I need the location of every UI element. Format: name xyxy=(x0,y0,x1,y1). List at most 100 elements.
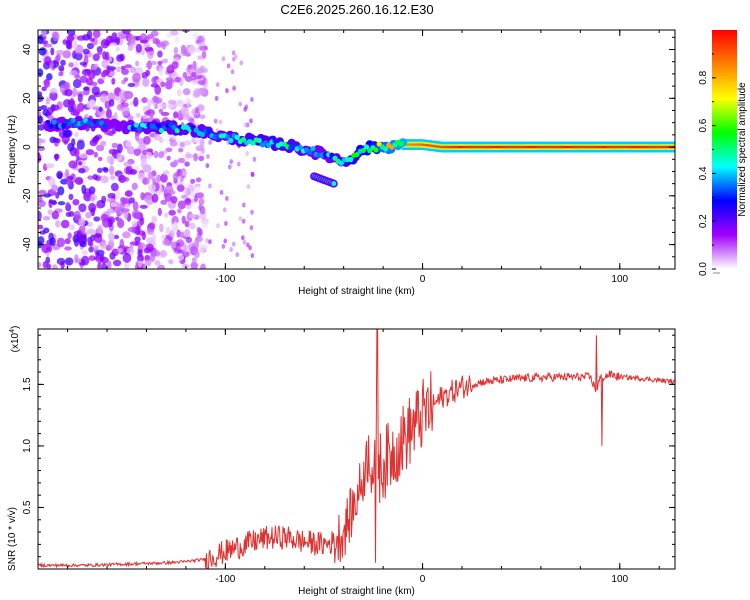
colorbar-tick-label: 0.8 xyxy=(698,70,709,84)
noise-cell xyxy=(65,211,72,217)
noise-cell xyxy=(136,254,144,262)
noise-cell xyxy=(238,101,243,107)
noise-cell xyxy=(81,184,87,195)
snr-x-tick-label: 100 xyxy=(611,574,628,585)
noise-cell xyxy=(160,249,168,258)
noise-cell xyxy=(148,222,156,230)
snr-y-scale-exponent: 4 xyxy=(9,329,16,333)
noise-cell xyxy=(151,193,159,203)
noise-cell xyxy=(102,51,107,60)
noise-cell xyxy=(91,86,100,96)
noise-cell xyxy=(78,168,86,174)
noise-cell xyxy=(145,151,152,159)
noise-cell xyxy=(38,195,43,203)
noise-cell xyxy=(173,247,179,252)
noise-cell xyxy=(249,225,254,231)
noise-cell xyxy=(194,239,200,248)
noise-cell xyxy=(86,30,93,40)
noise-cell xyxy=(74,254,79,264)
spectrogram-frame xyxy=(37,29,676,270)
noise-cell xyxy=(48,199,57,204)
noise-cell xyxy=(62,39,67,45)
noise-cell xyxy=(173,221,178,230)
snr-y-tick-label: 1.5 xyxy=(22,377,33,391)
noise-cell xyxy=(166,32,173,39)
noise-cell xyxy=(182,88,191,96)
spectrogram-panel: -100 0 100 -40 -20 0 20 40 Height of straight l… xyxy=(7,29,676,297)
noise-cell xyxy=(135,60,140,67)
noise-cell xyxy=(158,108,164,114)
noise-cell xyxy=(191,71,197,78)
noise-cell xyxy=(177,208,182,214)
noise-cell xyxy=(120,196,126,203)
noise-cell xyxy=(152,177,157,185)
snr-x-tick-label: 0 xyxy=(420,574,426,585)
noise-cell xyxy=(157,207,162,217)
noise-cell xyxy=(88,246,94,253)
noise-cell xyxy=(68,160,78,169)
noise-cell xyxy=(181,170,187,177)
noise-cell xyxy=(216,223,220,229)
spectrogram-x-tick-label: 100 xyxy=(611,274,628,285)
noise-cell xyxy=(158,151,165,159)
ridge-blob xyxy=(297,144,303,150)
noise-cell xyxy=(116,54,124,62)
noise-cell xyxy=(246,184,251,190)
noise-cell xyxy=(197,80,206,86)
spectrogram-x-tick-label: -100 xyxy=(215,274,235,285)
noise-cell xyxy=(185,197,192,206)
noise-cell xyxy=(198,204,203,211)
noise-cell xyxy=(41,30,47,38)
noise-cell xyxy=(76,139,85,150)
noise-cell xyxy=(108,98,115,107)
noise-cell xyxy=(127,227,136,233)
noise-cell xyxy=(109,165,115,176)
noise-cell xyxy=(158,67,164,76)
noise-cell xyxy=(100,241,107,250)
noise-cell xyxy=(184,161,190,167)
snr-y-tick-label: 1.0 xyxy=(22,439,33,453)
noise-cell xyxy=(38,68,44,77)
noise-cell xyxy=(44,56,52,65)
noise-cell xyxy=(105,108,112,119)
noise-cell xyxy=(193,152,198,162)
noise-cell xyxy=(56,170,64,179)
noise-cell xyxy=(151,233,157,242)
noise-cell xyxy=(195,185,201,193)
ridge-blob xyxy=(67,121,73,127)
noise-cell xyxy=(144,47,154,52)
noise-cell xyxy=(208,139,212,145)
noise-cell xyxy=(76,103,82,110)
noise-cell xyxy=(45,163,55,169)
noise-cell xyxy=(107,208,114,214)
noise-cell xyxy=(158,265,164,269)
ridge-blob xyxy=(398,141,404,147)
noise-cell xyxy=(201,50,207,59)
noise-cell xyxy=(218,119,223,125)
noise-cell xyxy=(177,200,187,210)
noise-cell xyxy=(126,145,136,155)
noise-cell xyxy=(97,156,103,162)
noise-cell xyxy=(168,79,176,84)
noise-cell xyxy=(168,209,176,216)
ridge-blob xyxy=(307,149,313,155)
noise-cell xyxy=(106,260,112,269)
noise-cell xyxy=(49,88,58,94)
colorbar-tick-label: 0.0 xyxy=(698,262,709,276)
noise-cell xyxy=(110,202,117,208)
noise-cell xyxy=(38,210,42,221)
noise-cell xyxy=(124,190,133,197)
noise-cell xyxy=(236,161,241,167)
noise-cell xyxy=(132,201,139,211)
noise-cell xyxy=(181,263,190,269)
noise-cell xyxy=(82,48,90,55)
noise-cell xyxy=(172,172,179,181)
noise-cell xyxy=(153,134,161,141)
noise-cell xyxy=(149,112,154,119)
noise-cell xyxy=(106,155,115,164)
noise-cell xyxy=(225,88,229,94)
noise-cell xyxy=(96,201,103,209)
noise-cell xyxy=(93,151,98,158)
noise-cell xyxy=(107,216,116,224)
noise-cell xyxy=(250,253,255,259)
